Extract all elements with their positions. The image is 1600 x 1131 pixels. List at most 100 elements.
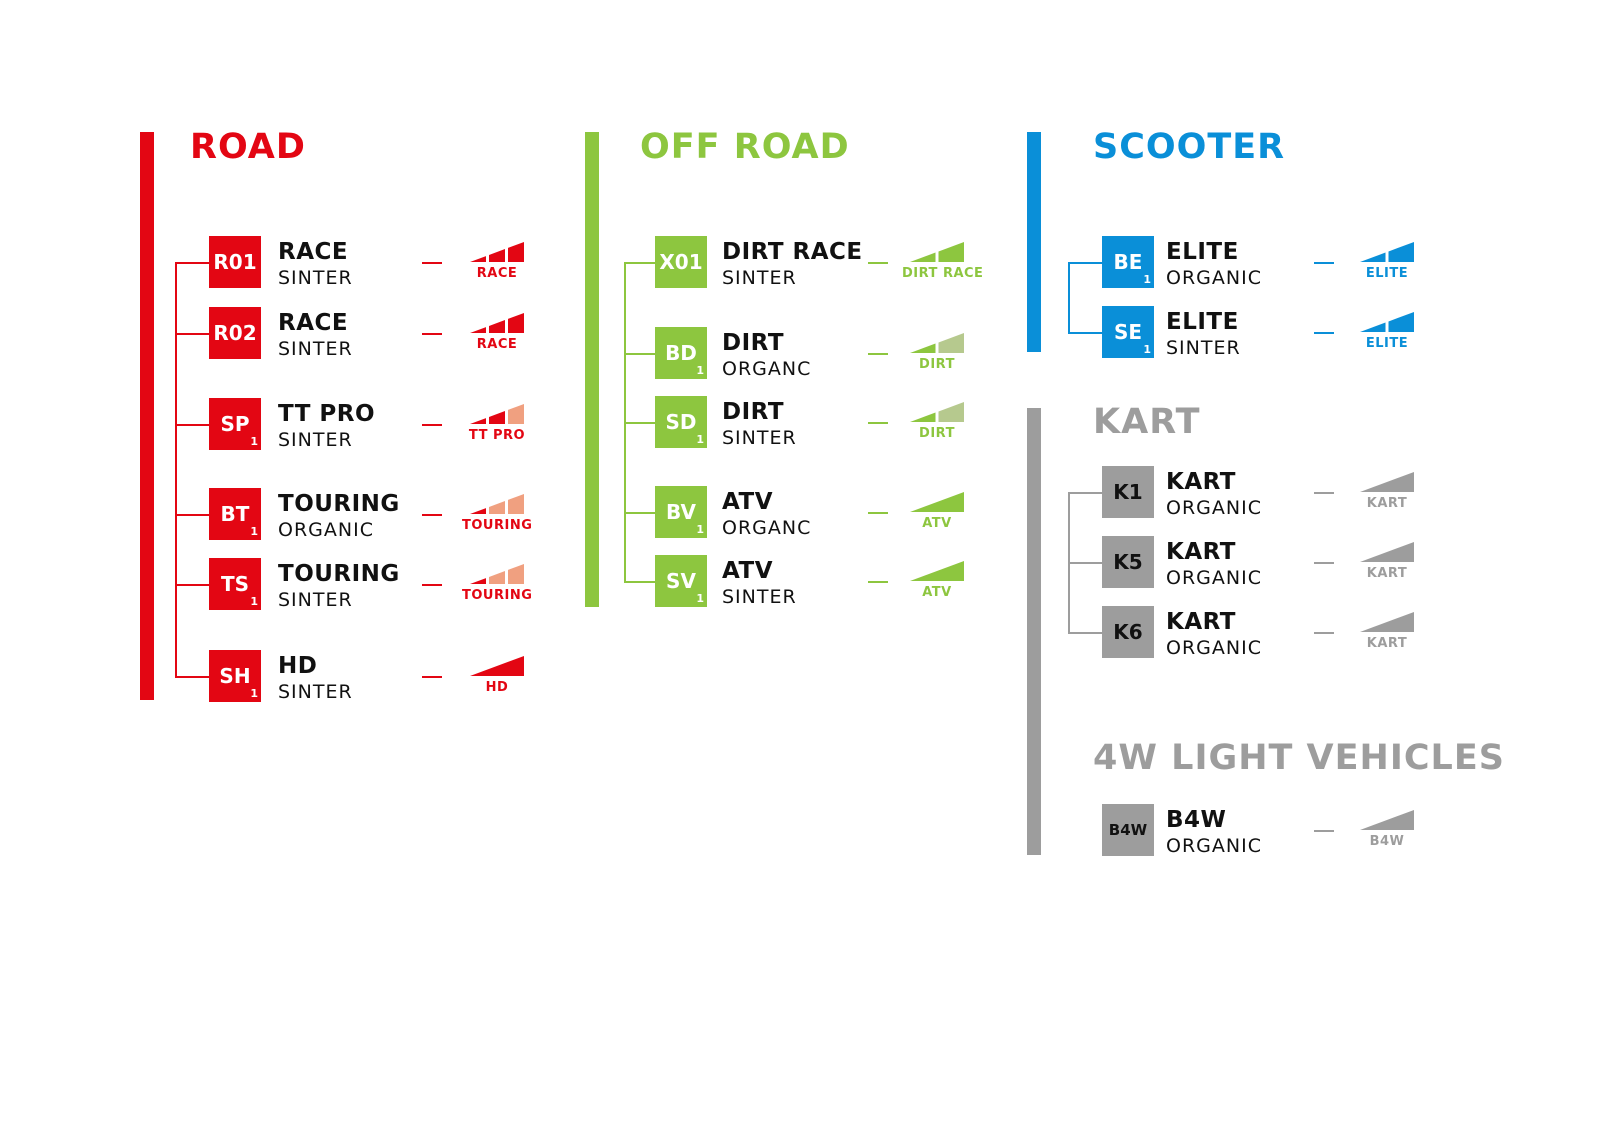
- badge-subscript: 1: [696, 433, 704, 446]
- scooter-section-title: SCOOTER: [1093, 127, 1286, 167]
- badge-code: SP: [220, 412, 250, 436]
- rating-segment-filled: [508, 242, 524, 262]
- product-code-badge: K6: [1102, 606, 1154, 658]
- tree-branch: [175, 676, 209, 678]
- rating-segment-empty: [938, 402, 964, 422]
- tree-branch: [175, 514, 209, 516]
- compound-type: ORGANIC: [1166, 267, 1262, 289]
- product-code-badge: BV 1: [655, 486, 707, 538]
- offroad-section-bar: [585, 132, 599, 607]
- connector-dash: [422, 676, 442, 678]
- product-name: DIRT: [722, 330, 785, 356]
- road-section-title: ROAD: [190, 127, 306, 167]
- product-code-badge: B4W: [1102, 804, 1154, 856]
- tree-branch: [175, 584, 209, 586]
- badge-code: BV: [666, 500, 696, 524]
- compound-type: SINTER: [1166, 337, 1241, 359]
- badge-subscript: 1: [250, 435, 258, 448]
- rating-segment-filled: [910, 492, 964, 512]
- connector-dash: [1314, 262, 1334, 264]
- tree-branch: [1068, 262, 1102, 264]
- performance-rating: ATV: [902, 561, 972, 601]
- product-name: TOURING: [278, 561, 400, 587]
- rating-bars-icon: [470, 313, 524, 333]
- performance-rating: KART: [1352, 612, 1422, 652]
- compound-type: ORGANC: [722, 517, 812, 539]
- badge-subscript: 1: [696, 523, 704, 536]
- rating-segment-filled: [910, 343, 936, 353]
- rating-segment-filled: [1360, 472, 1414, 492]
- product-name: DIRT RACE: [722, 239, 863, 265]
- badge-code: TS: [220, 572, 250, 596]
- product-code-badge: SE 1: [1102, 306, 1154, 358]
- rating-bars-icon: [910, 402, 964, 422]
- badge-code: SH: [219, 664, 251, 688]
- rating-segment-filled: [1360, 612, 1414, 632]
- badge-subscript: 1: [1143, 343, 1151, 356]
- rating-bars-icon: [1360, 242, 1414, 262]
- connector-dash: [422, 584, 442, 586]
- performance-rating: KART: [1352, 472, 1422, 512]
- badge-code: K5: [1113, 550, 1143, 574]
- badge-code: BT: [220, 502, 250, 526]
- performance-rating: DIRT: [902, 333, 972, 373]
- badge-code: R01: [213, 250, 257, 274]
- rating-segment-filled: [910, 412, 936, 422]
- product-code-badge: X01: [655, 236, 707, 288]
- product-name: ELITE: [1166, 239, 1239, 265]
- product-code-badge: R02: [209, 307, 261, 359]
- performance-rating: RACE: [462, 313, 532, 353]
- tree-branch: [175, 262, 209, 264]
- rating-segment-empty: [508, 494, 524, 514]
- tree-branch: [624, 581, 655, 583]
- compound-type: SINTER: [278, 429, 353, 451]
- tree-branch: [175, 424, 209, 426]
- performance-rating: TOURING: [462, 564, 532, 604]
- performance-rating: TT PRO: [462, 404, 532, 444]
- rating-bars-icon: [1360, 810, 1414, 830]
- rating-segment-filled: [1360, 542, 1414, 562]
- badge-subscript: 1: [696, 592, 704, 605]
- badge-subscript: 1: [250, 595, 258, 608]
- product-name: KART: [1166, 469, 1236, 495]
- badge-code: X01: [659, 250, 703, 274]
- connector-dash: [1314, 492, 1334, 494]
- product-name: ATV: [722, 558, 774, 584]
- badge-code: BD: [665, 341, 697, 365]
- rating-segment-filled: [1360, 252, 1386, 262]
- connector-dash: [868, 581, 888, 583]
- badge-code: B4W: [1108, 821, 1148, 839]
- performance-rating: DIRT RACE: [902, 242, 983, 282]
- rating-bars-icon: [910, 561, 964, 581]
- rating-bars-icon: [1360, 472, 1414, 492]
- compound-type: SINTER: [278, 589, 353, 611]
- rating-segment-filled: [470, 418, 486, 424]
- compound-type: ORGANIC: [1166, 835, 1262, 857]
- rating-label: ELITE: [1365, 336, 1409, 351]
- product-name: DIRT: [722, 399, 785, 425]
- product-name: KART: [1166, 539, 1236, 565]
- connector-dash: [868, 353, 888, 355]
- rating-label: ATV: [922, 516, 952, 531]
- product-name: TT PRO: [278, 401, 376, 427]
- badge-subscript: 1: [1143, 273, 1151, 286]
- rating-segment-empty: [938, 333, 964, 353]
- tree-branch: [624, 512, 655, 514]
- badge-code: BE: [1113, 250, 1143, 274]
- rating-bars-icon: [470, 494, 524, 514]
- rating-segment-filled: [470, 327, 486, 333]
- tree-branch: [624, 262, 655, 264]
- connector-dash: [1314, 830, 1334, 832]
- rating-bars-icon: [470, 564, 524, 584]
- road-section-bar: [140, 132, 154, 700]
- rating-segment-filled: [938, 242, 964, 262]
- connector-dash: [868, 262, 888, 264]
- product-code-badge: K5: [1102, 536, 1154, 588]
- rating-segment-filled: [910, 252, 936, 262]
- connector-dash: [1314, 332, 1334, 334]
- compound-type: ORGANIC: [1166, 567, 1262, 589]
- 4w-section-title: 4W LIGHT VEHICLES: [1093, 738, 1505, 778]
- performance-rating: RACE: [462, 242, 532, 282]
- rating-segment-empty: [508, 404, 524, 424]
- rating-bars-icon: [1360, 312, 1414, 332]
